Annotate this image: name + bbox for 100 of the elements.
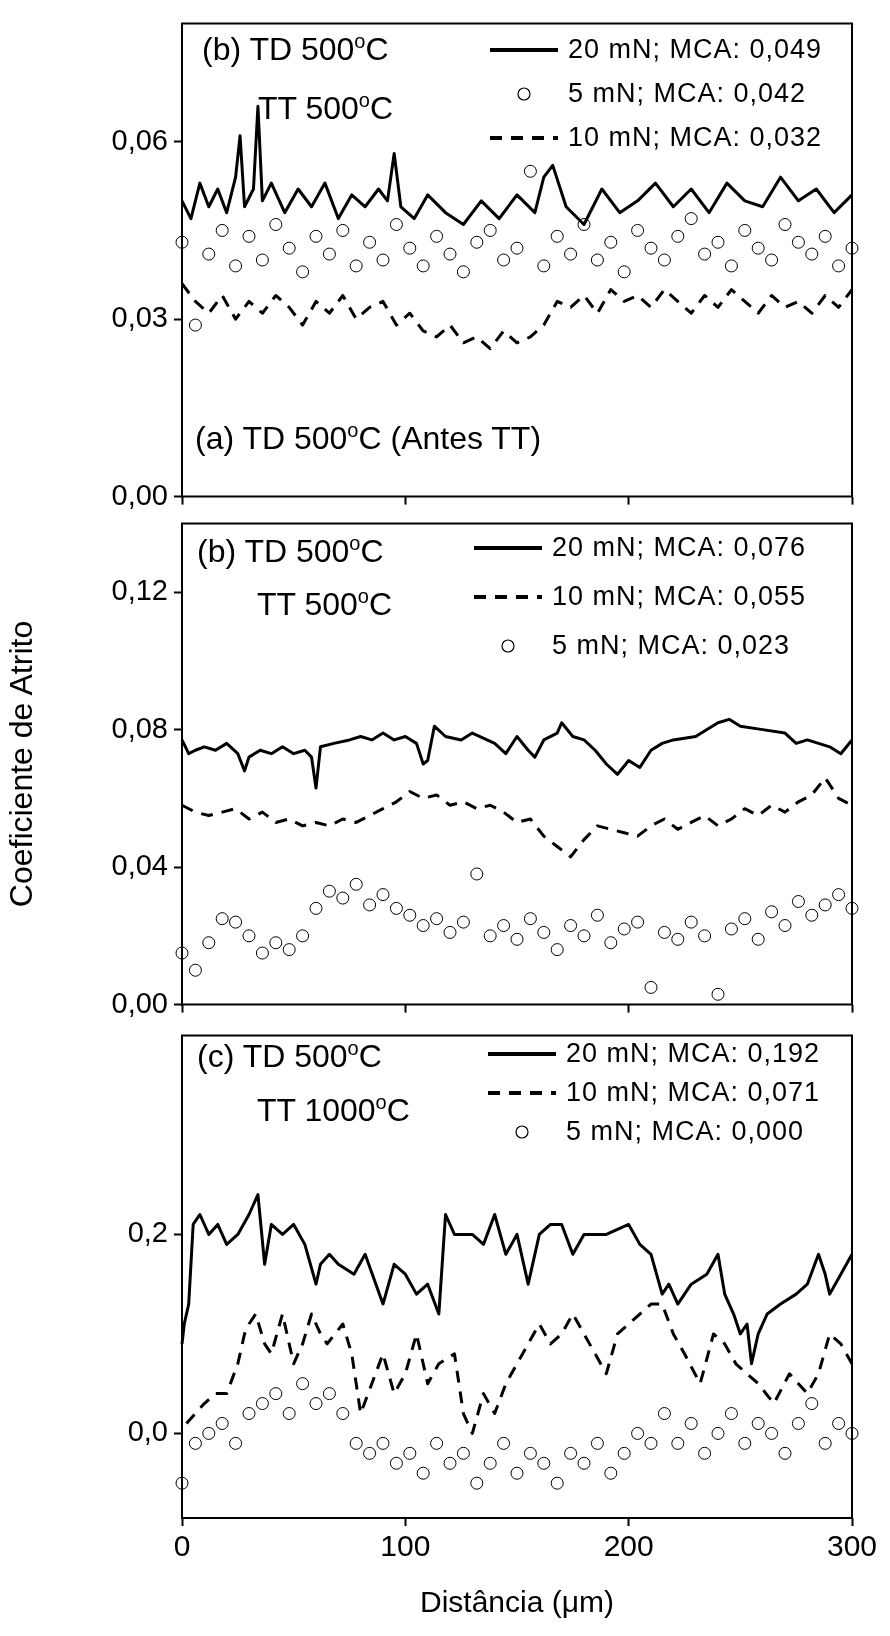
legend-label: 20 mN; MCA: 0,049 (568, 34, 823, 64)
point (604, 1466, 618, 1480)
point (832, 1416, 846, 1430)
point (202, 1426, 216, 1440)
y-tick-label: 0,2 (127, 1216, 168, 1249)
annotation: (b) TD 500$^{o}$C (197, 532, 384, 569)
y-axis-title: Coeficiente de Atrito (3, 620, 40, 908)
point (617, 922, 631, 936)
y-tick-label: 0,00 (111, 478, 168, 511)
y-tick-label: 0,06 (111, 123, 168, 156)
point (403, 241, 417, 255)
point (510, 1466, 524, 1480)
point (389, 218, 403, 232)
point (805, 908, 819, 922)
point (188, 318, 202, 332)
point (229, 259, 243, 273)
point (470, 867, 484, 881)
point (349, 259, 363, 273)
point (778, 218, 792, 232)
point (296, 265, 310, 279)
point (403, 1446, 417, 1460)
legend-label: 5 mN; MCA: 0,042 (568, 78, 807, 108)
point (791, 1416, 805, 1430)
point (416, 259, 430, 273)
legend-label: 10 mN; MCA: 0,055 (552, 581, 807, 611)
point (550, 229, 564, 243)
point (255, 946, 269, 960)
point (765, 253, 779, 267)
legend-label: 20 mN; MCA: 0,192 (566, 1038, 821, 1068)
point (322, 1387, 336, 1401)
point (309, 1397, 323, 1411)
point (430, 229, 444, 243)
annotation: (a) TD 500$^{o}$C (Antes TT) (195, 419, 542, 456)
legend-label: 10 mN; MCA: 0,071 (566, 1077, 821, 1107)
y-tick-label: 0,04 (111, 849, 168, 882)
point (657, 925, 671, 939)
x-tick-label: 200 (603, 1529, 654, 1563)
point (698, 929, 712, 943)
point (443, 247, 457, 261)
point (296, 1377, 310, 1391)
point (684, 212, 698, 226)
point (751, 932, 765, 946)
point (778, 919, 792, 933)
point (711, 235, 725, 249)
point (564, 1446, 578, 1460)
y-tick-label: 0,00 (111, 986, 168, 1019)
point (470, 1476, 484, 1490)
point (765, 905, 779, 919)
point (791, 894, 805, 908)
point (604, 936, 618, 950)
point (443, 925, 457, 939)
point (269, 1387, 283, 1401)
point (416, 1466, 430, 1480)
point (537, 925, 551, 939)
point (336, 223, 350, 237)
point (738, 223, 752, 237)
point (644, 980, 658, 994)
point (657, 253, 671, 267)
point (832, 888, 846, 902)
point (322, 247, 336, 261)
annotation: (c) TD 500$^{o}$C (197, 1037, 382, 1074)
y-tick-label: 0,12 (111, 574, 168, 607)
point (269, 218, 283, 232)
point (269, 936, 283, 950)
x-tick-label: 300 (826, 1529, 878, 1563)
point (751, 241, 765, 255)
point (644, 241, 658, 255)
point (456, 1446, 470, 1460)
point (229, 1436, 243, 1450)
point (590, 1436, 604, 1450)
point (322, 884, 336, 898)
point (215, 223, 229, 237)
point (336, 1407, 350, 1421)
point (617, 265, 631, 279)
point (564, 919, 578, 933)
point (564, 247, 578, 261)
y-tick-label: 0,08 (111, 711, 168, 744)
point (657, 1407, 671, 1421)
point (202, 936, 216, 950)
point (523, 164, 537, 178)
point (363, 1446, 377, 1460)
point (296, 929, 310, 943)
point (711, 987, 725, 1001)
point (470, 235, 484, 249)
point (376, 888, 390, 902)
point (631, 1426, 645, 1440)
point (242, 929, 256, 943)
y-tick-label: 0,03 (111, 301, 168, 334)
annotation: (b) TD 500$^{o}$C (202, 30, 389, 67)
point (724, 922, 738, 936)
x-axis-title: Distância (μm) (420, 1585, 614, 1619)
point (671, 1436, 685, 1450)
point (738, 1436, 752, 1450)
point (604, 235, 618, 249)
point (590, 908, 604, 922)
point (698, 247, 712, 261)
point (255, 253, 269, 267)
point (376, 253, 390, 267)
annotation: TT 1000$^{o}$C (257, 1091, 410, 1128)
point (765, 1426, 779, 1440)
